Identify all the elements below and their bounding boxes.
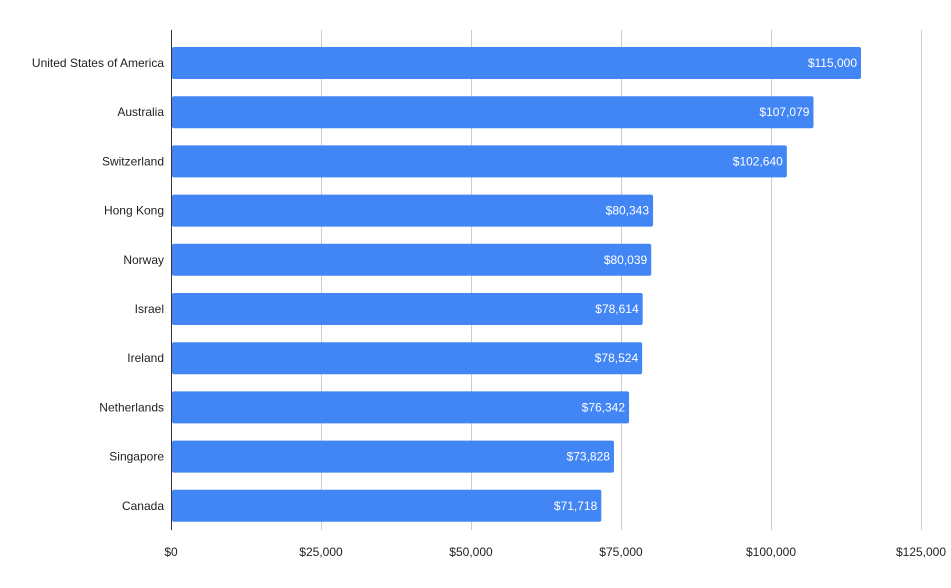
data-label: $80,039: [604, 253, 648, 267]
x-tick-labels: $0 $25,000 $50,000 $75,000 $100,000 $125,000: [164, 545, 946, 559]
x-tick-label: $0: [164, 545, 178, 559]
data-label: $71,718: [554, 499, 598, 513]
bar: [172, 342, 643, 375]
category-label: Singapore: [109, 450, 164, 464]
bars: [172, 47, 861, 522]
data-label: $78,524: [595, 351, 639, 365]
bar: [172, 440, 614, 473]
bar: [172, 243, 652, 276]
category-label: Switzerland: [102, 154, 164, 168]
category-label: Israel: [135, 302, 164, 316]
data-label: $73,828: [567, 450, 611, 464]
data-label: $78,614: [595, 302, 639, 316]
category-label: Netherlands: [99, 400, 164, 414]
x-tick-label: $50,000: [449, 545, 493, 559]
bar: [172, 145, 787, 178]
bar: [172, 96, 814, 129]
category-label: United States of America: [32, 56, 164, 70]
category-label: Hong Kong: [104, 204, 164, 218]
bar: [172, 47, 861, 79]
bar: [172, 391, 630, 424]
bar: [172, 489, 602, 522]
data-label: $102,640: [733, 154, 783, 168]
x-tick-label: $125,000: [896, 545, 946, 559]
category-label: Ireland: [127, 351, 164, 365]
category-labels: United States of America Australia Switzer…: [32, 56, 164, 513]
category-label: Norway: [123, 253, 164, 267]
bar: [172, 194, 654, 227]
data-label: $115,000: [808, 56, 857, 70]
data-labels: $115,000 $107,079 $102,640 $80,343 $80,039 $7…: [554, 56, 857, 513]
bar: [172, 293, 643, 325]
x-tick-label: $25,000: [299, 545, 343, 559]
x-tick-label: $75,000: [599, 545, 643, 559]
data-label: $80,343: [606, 204, 650, 218]
category-label: Canada: [122, 499, 164, 513]
category-label: Australia: [117, 105, 164, 119]
data-label: $107,079: [759, 105, 809, 119]
x-tick-label: $100,000: [746, 545, 796, 559]
data-label: $76,342: [582, 400, 626, 414]
